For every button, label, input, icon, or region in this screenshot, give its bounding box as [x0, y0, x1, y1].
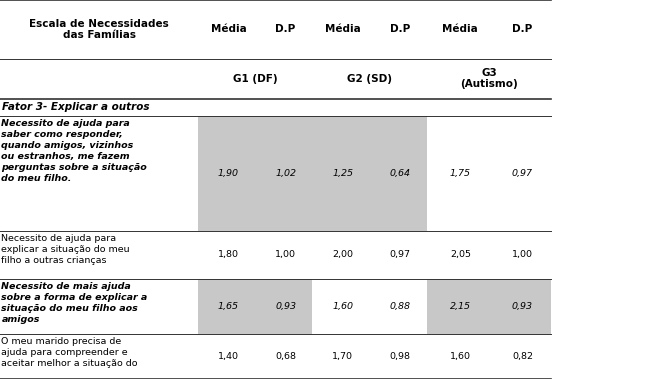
Text: 1,65: 1,65: [218, 302, 239, 310]
Text: 1,40: 1,40: [218, 352, 239, 361]
Text: G3
(Autismo): G3 (Autismo): [460, 68, 517, 89]
Text: 1,02: 1,02: [275, 169, 296, 178]
Bar: [198, 116, 427, 231]
Text: O meu marido precisa de
ajuda para compreender e
aceitar melhor a situação do: O meu marido precisa de ajuda para compr…: [1, 337, 138, 368]
Text: Necessito de ajuda para
explicar a situação do meu
filho a outras crianças: Necessito de ajuda para explicar a situa…: [1, 234, 130, 265]
Text: 1,80: 1,80: [218, 251, 239, 259]
Text: 0,88: 0,88: [389, 302, 411, 310]
Text: Média: Média: [325, 24, 361, 34]
Text: 0,93: 0,93: [275, 302, 296, 310]
Text: 2,15: 2,15: [450, 302, 471, 310]
Text: 1,75: 1,75: [450, 169, 471, 178]
Text: 0,68: 0,68: [275, 352, 296, 361]
Text: 1,70: 1,70: [332, 352, 353, 361]
Text: Necessito de ajuda para
saber como responder,
quando amigos, vizinhos
ou estranh: Necessito de ajuda para saber como respo…: [1, 119, 147, 183]
Text: 1,60: 1,60: [450, 352, 471, 361]
Text: 1,25: 1,25: [332, 169, 353, 178]
Bar: [198, 279, 312, 334]
Text: 1,00: 1,00: [512, 251, 533, 259]
Text: Média: Média: [442, 24, 478, 34]
Text: 0,64: 0,64: [389, 169, 411, 178]
Text: D.P: D.P: [512, 24, 533, 34]
Text: D.P: D.P: [276, 24, 296, 34]
Text: Média: Média: [210, 24, 247, 34]
Text: 1,00: 1,00: [275, 251, 296, 259]
Text: 0,97: 0,97: [512, 169, 533, 178]
Text: 2,00: 2,00: [332, 251, 353, 259]
Text: 0,82: 0,82: [512, 352, 533, 361]
Text: Fator 3- Explicar a outros: Fator 3- Explicar a outros: [2, 102, 149, 112]
Text: Escala de Necessidades
das Famílias: Escala de Necessidades das Famílias: [30, 19, 169, 40]
Text: 1,60: 1,60: [332, 302, 353, 310]
Text: Necessito de mais ajuda
sobre a forma de explicar a
situação do meu filho aos
am: Necessito de mais ajuda sobre a forma de…: [1, 282, 148, 324]
Text: G2 (SD): G2 (SD): [347, 74, 392, 84]
Text: 0,93: 0,93: [512, 302, 533, 310]
Bar: [427, 279, 551, 334]
Text: 0,98: 0,98: [389, 352, 411, 361]
Text: D.P: D.P: [390, 24, 410, 34]
Text: 2,05: 2,05: [450, 251, 471, 259]
Text: 1,90: 1,90: [218, 169, 239, 178]
Text: 0,97: 0,97: [389, 251, 411, 259]
Text: G1 (DF): G1 (DF): [233, 74, 278, 84]
